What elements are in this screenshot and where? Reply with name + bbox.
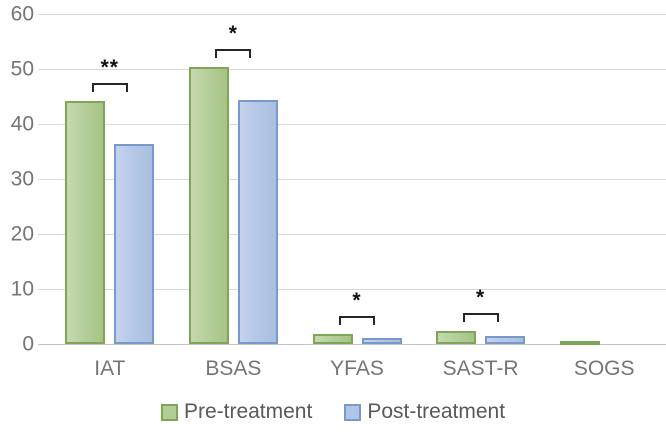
x-tick-label: SOGS: [573, 357, 635, 380]
legend-label: Pre-treatment: [183, 400, 313, 423]
bar-post-bsas: [237, 99, 278, 344]
significance-stars-bsas: *: [228, 22, 238, 46]
significance-stars-sast-r: *: [476, 286, 486, 310]
bar-post-sast-r: [485, 335, 526, 344]
y-tick-label: 20: [10, 222, 34, 246]
bar-post-iat: [114, 143, 155, 344]
legend-item-post-treatment: Post-treatment: [344, 400, 505, 424]
bar-pre-sogs: [559, 340, 600, 345]
x-axis-baseline: [38, 344, 666, 345]
legend-label: Post-treatment: [367, 400, 506, 423]
significance-stars-yfas: *: [352, 289, 362, 313]
bar-pre-sast-r: [436, 331, 477, 344]
green-swatch-icon: [160, 403, 178, 421]
bar-pre-bsas: [188, 67, 229, 344]
bar-post-yfas: [361, 337, 402, 344]
y-tick-label: 30: [10, 167, 34, 191]
gridline: [38, 234, 666, 235]
gridline: [38, 14, 666, 15]
significance-bracket-yfas: [339, 316, 375, 326]
blue-swatch-icon: [344, 403, 362, 421]
legend-item-pre-treatment: Pre-treatment: [160, 400, 313, 424]
y-tick-label: 50: [10, 57, 34, 81]
gridline: [38, 69, 666, 70]
x-tick-label: YFAS: [330, 357, 384, 380]
significance-bracket-bsas: [215, 49, 252, 59]
y-tick-label: 60: [10, 2, 34, 26]
legend: Pre-treatment Post-treatment: [0, 399, 666, 425]
gridline: [38, 124, 666, 125]
gridline: [38, 179, 666, 180]
significance-bracket-sast-r: [462, 313, 499, 323]
bar-pre-iat: [65, 100, 106, 344]
y-tick-label: 40: [10, 112, 34, 136]
gridline: [38, 289, 666, 290]
y-tick-label: 0: [22, 332, 34, 356]
x-tick-label: SAST-R: [442, 357, 519, 380]
significance-stars-iat: **: [100, 55, 119, 79]
x-tick-label: BSAS: [205, 357, 262, 380]
bar-pre-yfas: [312, 334, 353, 344]
y-tick-label: 10: [10, 277, 34, 301]
significance-bracket-iat: [91, 82, 128, 92]
x-tick-label: IAT: [94, 357, 126, 380]
